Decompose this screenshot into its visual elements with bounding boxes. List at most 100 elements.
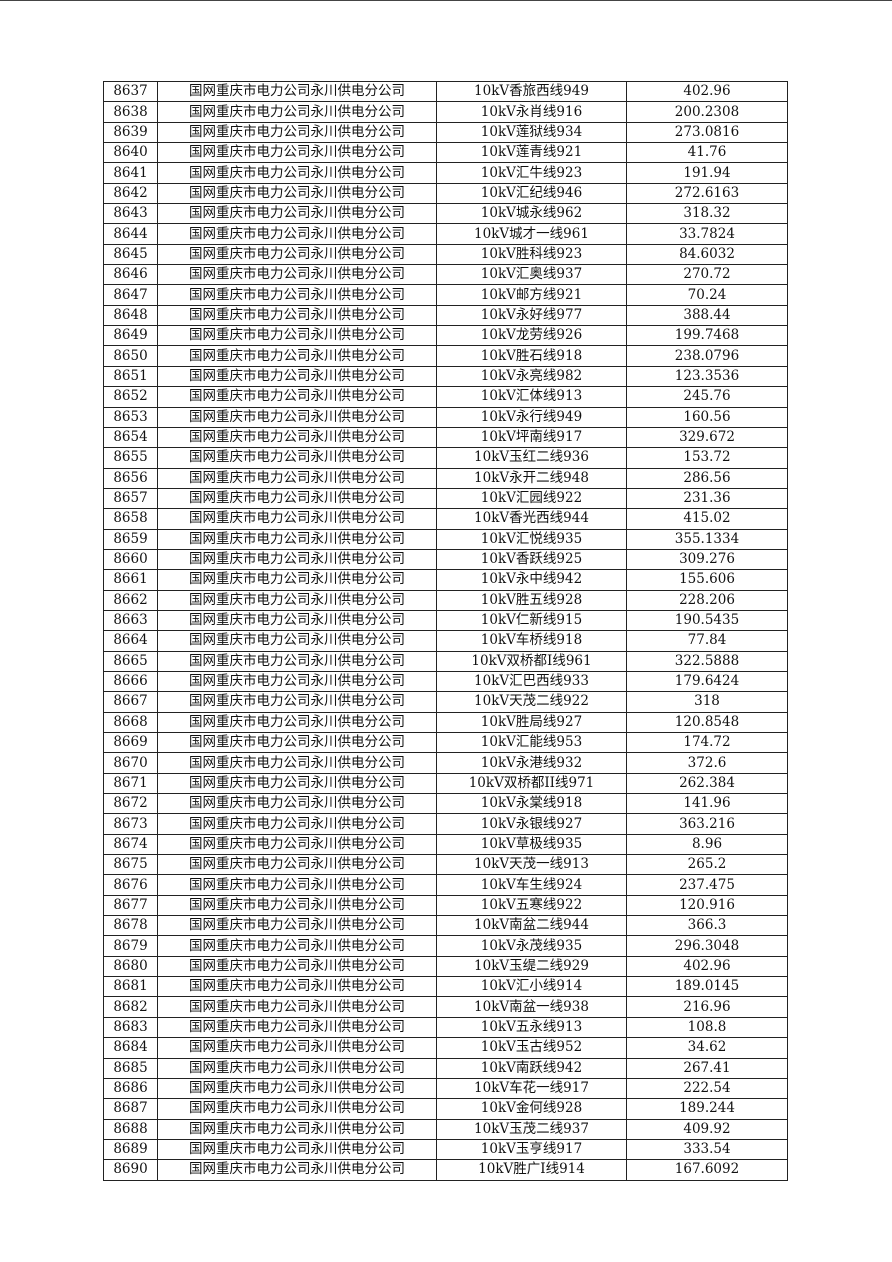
- value-cell: 120.916: [626, 894, 788, 917]
- company-name-cell: 国网重庆市电力公司永川供电分公司: [157, 772, 437, 795]
- value-cell: 141.96: [626, 793, 788, 815]
- value-cell: 191.94: [626, 162, 788, 184]
- table-row: 8671 国网重庆市电力公司永川供电分公司 10kV双桥都II线971 262.384: [103, 772, 788, 795]
- table-row: 8676 国网重庆市电力公司永川供电分公司 10kV车生线924 237.475: [103, 874, 788, 896]
- value-cell: 409.92: [626, 1118, 788, 1140]
- table-row: 8648 国网重庆市电力公司永川供电分公司 10kV永好线977 388.44: [103, 304, 788, 327]
- company-name-cell: 国网重庆市电力公司永川供电分公司: [157, 467, 437, 489]
- company-name-cell: 国网重庆市电力公司永川供电分公司: [157, 813, 437, 835]
- company-name-cell: 国网重庆市电力公司永川供电分公司: [157, 80, 437, 103]
- row-number-cell: 8640: [103, 142, 158, 164]
- row-number-cell: 8651: [103, 365, 158, 388]
- line-name-cell: 10kV汇小线914: [436, 976, 627, 998]
- row-number-cell: 8681: [103, 976, 158, 998]
- value-cell: 329.672: [626, 426, 788, 449]
- line-name-cell: 10kV邮方线921: [436, 284, 627, 306]
- company-name-cell: 国网重庆市电力公司永川供电分公司: [157, 223, 437, 245]
- line-name-cell: 10kV玉古线952: [436, 1037, 627, 1059]
- table-row: 8638 国网重庆市电力公司永川供电分公司 10kV永肖线916 200.2308: [103, 101, 788, 123]
- line-name-cell: 10kV五永线913: [436, 1016, 627, 1039]
- table-row: 8670 国网重庆市电力公司永川供电分公司 10kV永港线932 372.6: [103, 752, 788, 774]
- row-number-cell: 8665: [103, 650, 158, 672]
- line-name-cell: 10kV胜石线918: [436, 345, 627, 367]
- row-number-cell: 8684: [103, 1037, 158, 1059]
- row-number-cell: 8642: [103, 182, 158, 205]
- value-cell: 309.276: [626, 548, 788, 571]
- value-cell: 228.206: [626, 589, 788, 611]
- row-number-cell: 8687: [103, 1098, 158, 1120]
- value-cell: 265.2: [626, 854, 788, 876]
- table-row: 8678 国网重庆市电力公司永川供电分公司 10kV南盆二线944 366.3: [103, 915, 788, 937]
- company-name-cell: 国网重庆市电力公司永川供电分公司: [157, 121, 437, 144]
- line-name-cell: 10kV城才一线961: [436, 223, 627, 245]
- table-row: 8642 国网重庆市电力公司永川供电分公司 10kV汇纪线946 272.6163: [103, 182, 788, 205]
- row-number-cell: 8648: [103, 304, 158, 327]
- table-row: 8653 国网重庆市电力公司永川供电分公司 10kV永行线949 160.56: [103, 406, 788, 428]
- value-cell: 322.5888: [626, 650, 788, 672]
- line-name-cell: 10kV天茂二线922: [436, 691, 627, 713]
- table-row: 8651 国网重庆市电力公司永川供电分公司 10kV永亮线982 123.3536: [103, 365, 788, 388]
- company-name-cell: 国网重庆市电力公司永川供电分公司: [157, 976, 437, 998]
- row-number-cell: 8674: [103, 833, 158, 856]
- table-row: 8689 国网重庆市电力公司永川供电分公司 10kV玉亨线917 333.54: [103, 1138, 788, 1161]
- company-name-cell: 国网重庆市电力公司永川供电分公司: [157, 752, 437, 774]
- table-row: 8668 国网重庆市电力公司永川供电分公司 10kV胜局线927 120.8548: [103, 711, 788, 734]
- value-cell: 160.56: [626, 406, 788, 428]
- row-number-cell: 8679: [103, 935, 158, 957]
- value-cell: 270.72: [626, 264, 788, 286]
- table-row: 8662 国网重庆市电力公司永川供电分公司 10kV胜五线928 228.206: [103, 589, 788, 611]
- line-name-cell: 10kV车花一线917: [436, 1077, 627, 1100]
- value-cell: 8.96: [626, 833, 788, 856]
- company-name-cell: 国网重庆市电力公司永川供电分公司: [157, 691, 437, 713]
- table-row: 8640 国网重庆市电力公司永川供电分公司 10kV莲青线921 41.76: [103, 142, 788, 164]
- row-number-cell: 8646: [103, 264, 158, 286]
- company-name-cell: 国网重庆市电力公司永川供电分公司: [157, 406, 437, 428]
- line-name-cell: 10kV胜广I线914: [436, 1159, 627, 1181]
- value-cell: 189.0145: [626, 976, 788, 998]
- company-name-cell: 国网重庆市电力公司永川供电分公司: [157, 447, 437, 469]
- table-row: 8665 国网重庆市电力公司永川供电分公司 10kV双桥都I线961 322.5888: [103, 650, 788, 672]
- line-name-cell: 10kV胜局线927: [436, 711, 627, 734]
- line-name-cell: 10kV莲狱线934: [436, 121, 627, 144]
- value-cell: 237.475: [626, 874, 788, 896]
- value-cell: 123.3536: [626, 365, 788, 388]
- row-number-cell: 8668: [103, 711, 158, 734]
- row-number-cell: 8663: [103, 609, 158, 632]
- value-cell: 33.7824: [626, 223, 788, 245]
- company-name-cell: 国网重庆市电力公司永川供电分公司: [157, 670, 437, 693]
- value-cell: 174.72: [626, 731, 788, 754]
- table-row: 8657 国网重庆市电力公司永川供电分公司 10kV汇园线922 231.36: [103, 487, 788, 510]
- value-cell: 199.7468: [626, 325, 788, 347]
- row-number-cell: 8657: [103, 487, 158, 510]
- row-number-cell: 8647: [103, 284, 158, 306]
- line-name-cell: 10kV永好线977: [436, 304, 627, 327]
- value-cell: 155.606: [626, 569, 788, 591]
- line-name-cell: 10kV汇悦线935: [436, 528, 627, 550]
- value-cell: 402.96: [626, 955, 788, 978]
- page-top-border: [0, 0, 892, 1]
- company-name-cell: 国网重庆市电力公司永川供电分公司: [157, 548, 437, 571]
- value-cell: 108.8: [626, 1016, 788, 1039]
- value-cell: 267.41: [626, 1057, 788, 1079]
- table-row: 8664 国网重庆市电力公司永川供电分公司 10kV车桥线918 77.84: [103, 630, 788, 652]
- line-name-cell: 10kV南盆二线944: [436, 915, 627, 937]
- table-row: 8641 国网重庆市电力公司永川供电分公司 10kV汇牛线923 191.94: [103, 162, 788, 184]
- company-name-cell: 国网重庆市电力公司永川供电分公司: [157, 589, 437, 611]
- row-number-cell: 8686: [103, 1077, 158, 1100]
- line-name-cell: 10kV玉亨线917: [436, 1138, 627, 1161]
- company-name-cell: 国网重庆市电力公司永川供电分公司: [157, 365, 437, 388]
- table-row: 8685 国网重庆市电力公司永川供电分公司 10kV南跃线942 267.41: [103, 1057, 788, 1079]
- company-name-cell: 国网重庆市电力公司永川供电分公司: [157, 386, 437, 408]
- table-row: 8661 国网重庆市电力公司永川供电分公司 10kV永中线942 155.606: [103, 569, 788, 591]
- table-row: 8679 国网重庆市电力公司永川供电分公司 10kV永茂线935 296.3048: [103, 935, 788, 957]
- row-number-cell: 8638: [103, 101, 158, 123]
- line-name-cell: 10kV香光西线944: [436, 508, 627, 530]
- value-cell: 363.216: [626, 813, 788, 835]
- table-row: 8655 国网重庆市电力公司永川供电分公司 10kV玉红二线936 153.72: [103, 447, 788, 469]
- table-row: 8687 国网重庆市电力公司永川供电分公司 10kV金何线928 189.244: [103, 1098, 788, 1120]
- value-cell: 77.84: [626, 630, 788, 652]
- table-row: 8654 国网重庆市电力公司永川供电分公司 10kV坪南线917 329.672: [103, 426, 788, 449]
- line-name-cell: 10kV汇体线913: [436, 386, 627, 408]
- table-row: 8659 国网重庆市电力公司永川供电分公司 10kV汇悦线935 355.1334: [103, 528, 788, 550]
- table-row: 8646 国网重庆市电力公司永川供电分公司 10kV汇奥线937 270.72: [103, 264, 788, 286]
